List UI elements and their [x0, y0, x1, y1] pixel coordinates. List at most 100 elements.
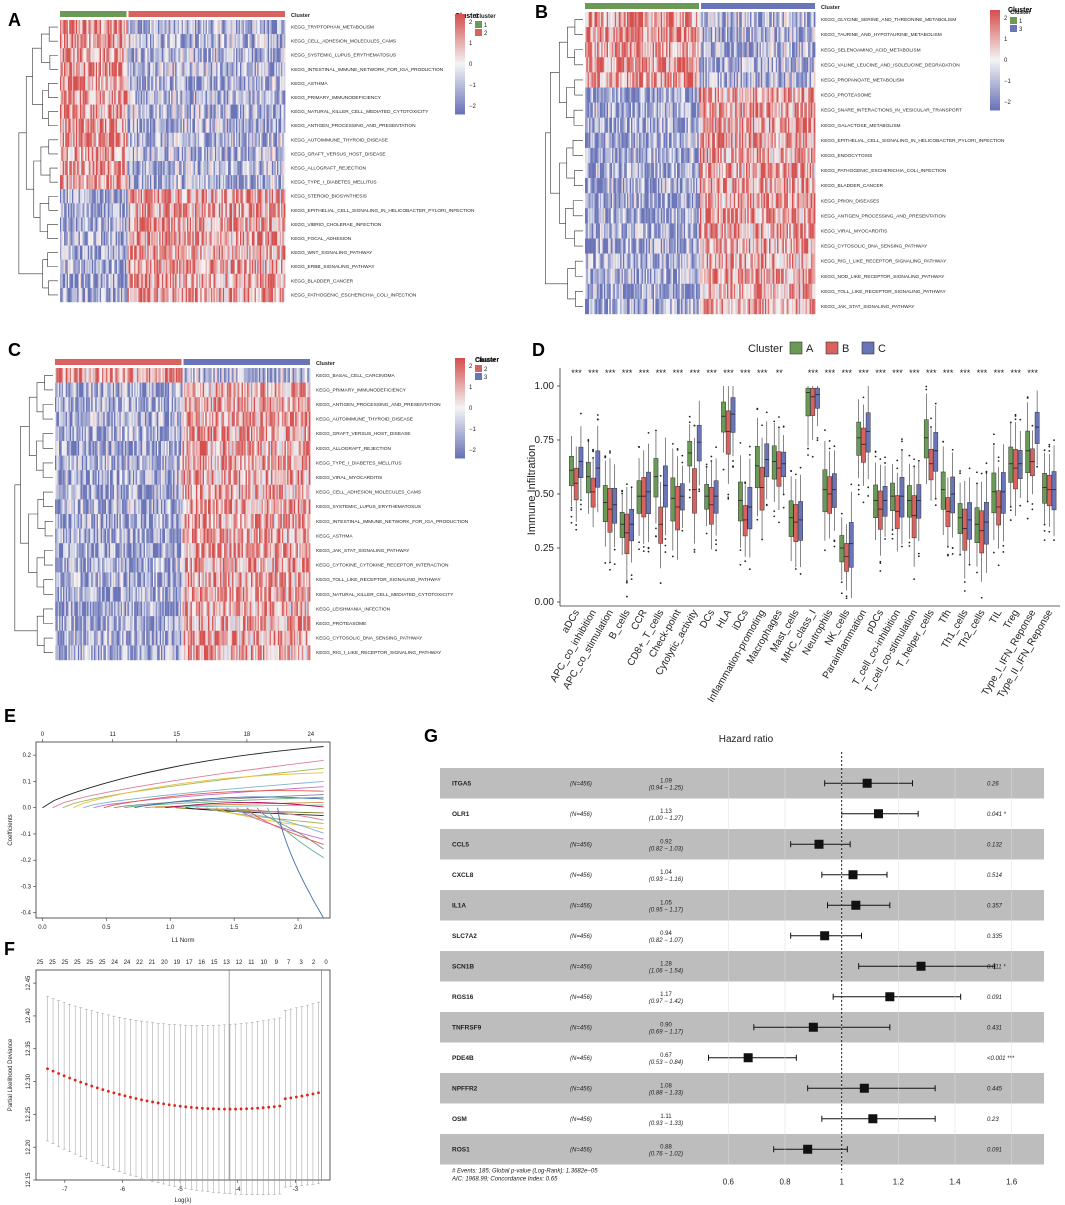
heatmap-cell [161, 273, 164, 289]
heatmap-cell [143, 273, 146, 289]
heatmap-cell [243, 132, 246, 148]
heatmap-cell [63, 175, 66, 190]
heatmap-cell [110, 259, 113, 274]
heatmap-cell [185, 175, 188, 190]
heatmap-cell [210, 189, 213, 204]
heatmap-cell [95, 146, 98, 162]
heatmap-cell [250, 132, 253, 148]
heatmap-cell [101, 34, 103, 49]
heatmap-cell [279, 76, 282, 91]
heatmap-cell [89, 132, 91, 148]
heatmap-cell [112, 118, 115, 133]
heatmap-cell [240, 245, 242, 260]
heatmap-cell [253, 231, 255, 246]
heatmap-cell [106, 90, 109, 105]
heatmap-cell [265, 203, 267, 218]
heatmap-cell [98, 104, 101, 119]
heatmap-cell [90, 259, 93, 274]
heatmap-cell [176, 62, 179, 77]
heatmap-cell [114, 245, 116, 260]
heatmap-cell [183, 146, 185, 162]
heatmap-cell [138, 217, 140, 232]
heatmap-cell [63, 146, 66, 162]
heatmap-cell [127, 104, 130, 119]
heatmap-cell [105, 34, 107, 49]
heatmap-cell [193, 90, 196, 105]
heatmap-cell [146, 104, 148, 119]
heatmap-cell [101, 189, 103, 204]
heatmap-cell [144, 146, 147, 162]
heatmap-cell [75, 273, 78, 289]
heatmap-cell [130, 245, 132, 260]
heatmap-cell [127, 245, 130, 260]
heatmap-cell [226, 175, 229, 190]
heatmap-cell [131, 287, 134, 303]
heatmap-cell [258, 203, 261, 218]
heatmap-cell [106, 132, 109, 148]
heatmap-cell [202, 146, 205, 162]
heatmap-cell [155, 146, 158, 162]
heatmap-cell [165, 203, 168, 218]
heatmap-cell [60, 217, 62, 232]
heatmap-cell [263, 104, 266, 119]
heatmap-cell [185, 189, 188, 204]
heatmap-cell [168, 76, 171, 91]
heatmap-cell [74, 90, 77, 105]
heatmap-cell [155, 48, 158, 63]
heatmap-cell [103, 231, 106, 246]
heatmap-cell [159, 76, 161, 91]
heatmap-cell [150, 161, 152, 176]
heatmap-row [585, 12, 816, 28]
heatmap-cell [153, 217, 156, 232]
heatmap-cell [115, 273, 118, 289]
heatmap-cell [265, 189, 267, 204]
heatmap-cell [83, 76, 86, 91]
heatmap-cell [175, 118, 177, 133]
heatmap-cell [140, 90, 143, 105]
heatmap-cell [161, 161, 164, 176]
heatmap-cell [146, 287, 148, 303]
heatmap-cell [259, 34, 262, 49]
heatmap-cell [148, 217, 151, 232]
heatmap-cell [255, 273, 258, 289]
heatmap-cell [275, 104, 278, 119]
heatmap-cell [813, 117, 816, 133]
heatmap-cell [193, 161, 196, 176]
heatmap-cell [251, 189, 254, 204]
heatmap-cell [97, 132, 99, 148]
heatmap-cell [123, 217, 126, 232]
heatmap-cell [232, 146, 234, 162]
heatmap-cell [200, 146, 203, 162]
heatmap-cell [205, 62, 208, 77]
heatmap-cell [220, 259, 222, 274]
heatmap-cell [224, 76, 226, 91]
heatmap-cell [236, 231, 238, 246]
heatmap-cell [183, 231, 185, 246]
heatmap-cell [202, 273, 205, 289]
heatmap-cell [91, 203, 94, 218]
heatmap-cell [127, 76, 130, 91]
heatmap-cell [140, 104, 143, 119]
heatmap-cell [156, 203, 159, 218]
dendrogram-branch [40, 33, 50, 63]
heatmap-cell [86, 161, 89, 176]
heatmap-cell [101, 231, 103, 246]
heatmap-cell [240, 104, 242, 119]
heatmap-cell [181, 90, 184, 105]
heatmap-cell [240, 217, 242, 232]
heatmap-cell [110, 189, 113, 204]
heatmap-cell [813, 102, 816, 118]
heatmap-cell [74, 146, 77, 162]
heatmap-cell [79, 48, 82, 63]
heatmap-cell [209, 34, 212, 49]
heatmap-cell [79, 231, 82, 246]
heatmap-cell [265, 175, 267, 190]
heatmap-cell [241, 34, 244, 49]
heatmap-cell [282, 259, 285, 274]
heatmap-cell [229, 273, 232, 289]
heatmap-cell [173, 76, 176, 91]
heatmap-cell [247, 189, 250, 204]
heatmap-cell [163, 203, 165, 218]
heatmap-cell [213, 203, 216, 218]
heatmap-cell [237, 273, 240, 289]
